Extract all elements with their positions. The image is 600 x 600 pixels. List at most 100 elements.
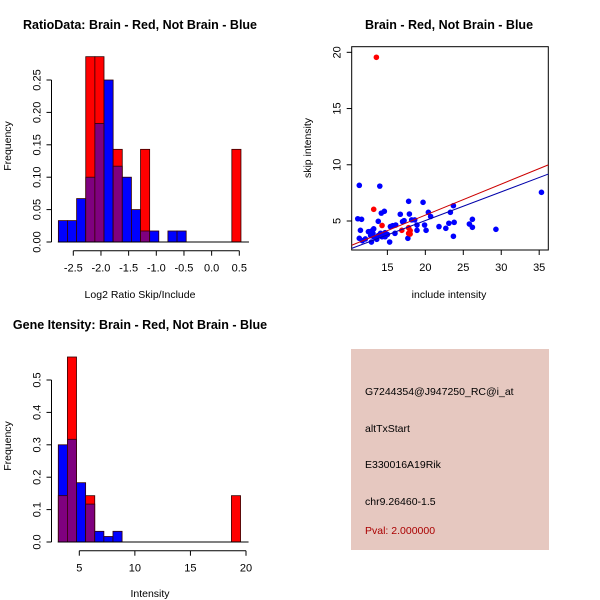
not-brain-point xyxy=(357,227,364,234)
histogram-bar xyxy=(67,220,78,243)
x-tick-label: -2.5 xyxy=(64,263,83,275)
not-brain-point xyxy=(406,211,413,217)
histogram-bar xyxy=(140,148,151,243)
y-tick-label: 0.05 xyxy=(32,199,44,220)
histogram-overlap-bar xyxy=(112,165,123,243)
brain-fit-line xyxy=(351,164,549,246)
gene-histogram-ylabel: Frequency xyxy=(2,420,14,470)
histogram-overlap-bar xyxy=(140,230,151,243)
histogram-bar xyxy=(149,230,160,243)
y-tick-label: 0.00 xyxy=(32,231,44,252)
genomic-location: chr9.26460-1.5 xyxy=(365,496,436,508)
y-tick-label: 5 xyxy=(332,218,344,224)
histogram-bar xyxy=(76,198,87,243)
histogram-bar xyxy=(112,530,123,543)
ratio-histogram: RatioData: Brain - Red, Not Brain - Blue… xyxy=(2,18,257,301)
y-tick-label: 0.2 xyxy=(32,470,44,485)
x-tick-label: 15 xyxy=(184,563,196,575)
y-tick-label: 10 xyxy=(332,159,344,171)
histogram-bar xyxy=(103,79,114,243)
scatter-xlabel: include intensity xyxy=(412,289,487,301)
brain-point xyxy=(405,230,412,237)
not-brain-point xyxy=(356,182,363,189)
ratio-histogram-xlabel: Log2 Ratio Skip/Include xyxy=(85,289,196,301)
x-tick-label: 20 xyxy=(240,563,252,575)
y-tick-label: 0.20 xyxy=(32,102,44,123)
y-tick-label: 0.4 xyxy=(32,405,44,420)
histogram-bar xyxy=(130,209,141,243)
not-brain-point xyxy=(469,216,476,223)
x-tick-label: 30 xyxy=(495,262,507,274)
x-tick-label: -1.0 xyxy=(147,263,166,275)
ratio-histogram-title: RatioData: Brain - Red, Not Brain - Blue xyxy=(23,18,257,32)
x-tick-label: -0.5 xyxy=(174,263,193,275)
x-tick-label: 15 xyxy=(381,262,393,274)
brain-point xyxy=(373,54,380,61)
histogram-bar xyxy=(167,230,178,243)
histogram-bar xyxy=(176,230,187,243)
histogram-overlap-bar xyxy=(94,123,105,243)
not-brain-point xyxy=(397,211,404,218)
y-tick-label: 0.10 xyxy=(32,166,44,187)
not-brain-point xyxy=(423,227,429,234)
x-tick-label: 5 xyxy=(76,563,82,575)
scatter-title: Brain - Red, Not Brain - Blue xyxy=(365,18,533,32)
not-brain-point xyxy=(443,225,449,232)
not-brain-point xyxy=(469,224,476,231)
plot-frame xyxy=(351,46,549,251)
gene-name: E330016A19Rik xyxy=(365,459,441,471)
not-brain-point xyxy=(436,223,442,230)
gene-histogram-xlabel: Intensity xyxy=(130,588,170,600)
not-brain-point xyxy=(450,233,457,240)
not-brain-point xyxy=(420,199,426,206)
not-brain-point xyxy=(358,216,365,223)
y-tick-label: 0.3 xyxy=(32,437,44,452)
x-tick-label: 35 xyxy=(533,262,545,274)
histogram-overlap-bar xyxy=(57,495,68,543)
histogram-bar xyxy=(76,482,87,543)
not-brain-point xyxy=(375,218,382,225)
histogram-bar xyxy=(94,530,105,543)
y-tick-label: 15 xyxy=(332,102,344,114)
event-type: altTxStart xyxy=(365,423,410,435)
histogram-bar xyxy=(57,220,68,243)
x-tick-label: -1.5 xyxy=(119,263,138,275)
pval-text: Pval: 2.000000 xyxy=(365,525,436,537)
x-tick-label: 10 xyxy=(129,563,141,575)
x-tick-label: 0.0 xyxy=(204,263,219,275)
y-tick-label: 0.5 xyxy=(32,372,44,387)
histogram-bar xyxy=(231,148,242,243)
not-brain-point xyxy=(370,226,377,232)
not-brain-point xyxy=(414,227,420,234)
scatter-ylabel: skip intensity xyxy=(302,117,314,178)
not-brain-point xyxy=(451,219,457,226)
histogram-bar xyxy=(231,495,241,543)
histogram-overlap-bar xyxy=(85,503,96,543)
not-brain-point xyxy=(381,208,388,215)
gene-intensity-histogram: Gene Itensity: Brain - Red, Not Brain - … xyxy=(2,318,267,600)
not-brain-point xyxy=(538,189,545,196)
not-brain-fit-line xyxy=(351,173,549,249)
y-tick-label: 0.25 xyxy=(32,69,44,90)
y-tick-label: 0.1 xyxy=(32,502,44,517)
probe-id: G7244354@J947250_RC@i_at xyxy=(365,386,514,398)
x-tick-label: 25 xyxy=(457,262,469,274)
gene-histogram-title: Gene Itensity: Brain - Red, Not Brain - … xyxy=(13,318,267,332)
brain-point xyxy=(370,206,377,213)
y-tick-label: 0.15 xyxy=(32,134,44,155)
histogram-overlap-bar xyxy=(85,176,96,243)
info-panel: G7244354@J947250_RC@i_at altTxStart E330… xyxy=(351,349,549,550)
not-brain-point xyxy=(405,235,411,242)
intensity-scatter: Brain - Red, Not Brain - Blue include in… xyxy=(302,18,549,301)
x-tick-label: 20 xyxy=(419,262,431,274)
not-brain-point xyxy=(446,220,452,227)
brain-point xyxy=(379,222,385,229)
not-brain-point xyxy=(493,226,499,233)
not-brain-point xyxy=(370,230,376,237)
not-brain-point xyxy=(386,239,393,245)
ratio-histogram-ylabel: Frequency xyxy=(2,120,14,170)
not-brain-point xyxy=(421,222,428,228)
x-tick-label: -2.0 xyxy=(91,263,110,275)
y-tick-label: 0.0 xyxy=(32,534,44,549)
